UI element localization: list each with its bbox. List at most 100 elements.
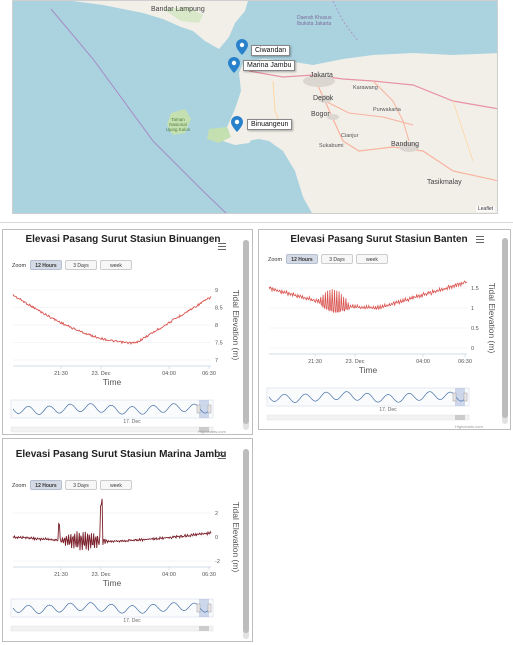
zoom-week-button[interactable]: week	[356, 254, 388, 264]
marker-label-binuangeun[interactable]: Binuangeun	[247, 119, 293, 130]
navigator-handle-left	[196, 404, 201, 414]
x-axis-title: Time	[103, 377, 122, 387]
navigator-box	[10, 598, 214, 618]
menu-icon[interactable]	[218, 243, 226, 250]
y-tick-label: 7.5	[215, 341, 223, 347]
series-line	[268, 280, 468, 314]
navigator-series	[12, 403, 212, 415]
zoom-3-days-button[interactable]: 3 Days	[65, 260, 97, 270]
navigator-series	[268, 391, 468, 403]
menu-icon[interactable]	[476, 236, 484, 243]
zoom-3-days-button[interactable]: 3 Days	[65, 480, 97, 490]
navigator-handle-right	[207, 603, 212, 613]
navigator-scrollbar-thumb	[455, 415, 465, 420]
chart-panel-binuangen: Elevasi Pasang Surut Stasiun Binuangen Z…	[2, 229, 253, 435]
scrollbar-thumb[interactable]	[243, 449, 249, 633]
map-view[interactable]: Bandar Lampung Daerah Khusus Ibukota Jak…	[12, 0, 498, 214]
zoom-week-button[interactable]: week	[100, 480, 132, 490]
zoom-3-days-button[interactable]: 3 Days	[321, 254, 353, 264]
scrollbar[interactable]	[243, 240, 249, 430]
navigator-handle-left	[196, 603, 201, 613]
navigator-series	[12, 602, 212, 614]
y-tick-label: 8	[215, 323, 218, 329]
navigator-scrollbar	[266, 414, 470, 421]
y-tick-label: 8.5	[215, 306, 223, 312]
zoom-label: Zoom	[12, 263, 27, 269]
chart-title: Elevasi Pasang Surut Stasiun Banten	[290, 234, 468, 245]
x-tick-label: 23. Dec	[92, 371, 111, 377]
chart-svg[interactable]: 9 8.5 8 7.5 7 21:30 23. Dec 04:00 06:30 Time Tidal…	[3, 272, 241, 435]
credits-link[interactable]: Highcharts.com	[198, 429, 226, 434]
y-tick-label: -2	[215, 559, 220, 565]
navigator-label: 17. Dec	[123, 419, 141, 425]
menu-icon[interactable]	[218, 452, 226, 459]
zoom-12-hours-button[interactable]: 12 Hours	[286, 254, 318, 264]
zoom-week-button[interactable]: week	[100, 260, 132, 270]
map-label-taman-nasional: Taman Nasional Ujung Kulon	[165, 117, 191, 132]
x-tick-label: 23. Dec	[92, 572, 111, 578]
y-tick-label: 0	[471, 346, 474, 352]
zoom-label: Zoom	[12, 483, 27, 489]
scrollbar[interactable]	[502, 238, 508, 424]
y-tick-label: 9	[215, 288, 218, 294]
map-label-cianjur: Cianjur	[341, 133, 359, 139]
map-label-jakarta: Jakarta	[310, 72, 333, 79]
scrollbar-thumb[interactable]	[243, 240, 249, 424]
navigator-selection	[199, 599, 209, 617]
map-marker-icon[interactable]	[231, 116, 243, 132]
map-label-bogor: Bogor	[311, 111, 330, 118]
chart-panel-marina-jambu: Elevasi Pasang Surut Stasiun Marina Jamb…	[2, 438, 253, 642]
y-tick-label: 1	[471, 306, 474, 312]
map-label-depok: Depok	[313, 95, 334, 102]
y-tick-label: 0.5	[471, 326, 479, 332]
navigator-handle-right	[207, 404, 212, 414]
x-tick-label: 04:00	[416, 359, 430, 365]
map-label-bandar-lampung: Bandar Lampung	[151, 6, 205, 13]
chart-svg[interactable]: 1.5 1 0.5 0 21:30 23. Dec 04:00 06:30 Time Tidal …	[259, 266, 499, 430]
navigator-box	[10, 399, 214, 419]
map-label-purwakarta: Purwakarta	[373, 107, 401, 113]
y-tick-label: 1.5	[471, 286, 479, 292]
x-tick-label: 04:00	[162, 572, 176, 578]
navigator-selection	[199, 400, 209, 418]
y-axis-title: Tidal Elevation (m)	[231, 502, 241, 573]
x-axis-title: Time	[359, 365, 378, 375]
series-line	[12, 294, 212, 346]
y-axis-title: Tidal Elevation (m)	[487, 283, 497, 354]
x-tick-label: 23. Dec	[346, 359, 365, 365]
navigator-scrollbar	[10, 625, 214, 632]
series-line	[12, 498, 212, 551]
scrollbar-thumb[interactable]	[502, 238, 508, 418]
zoom-12-hours-button[interactable]: 12 Hours	[30, 480, 62, 490]
map-marker-icon[interactable]	[228, 57, 240, 73]
navigator-selection	[455, 388, 465, 406]
y-tick-label: 0	[215, 535, 218, 541]
zoom-12-hours-button[interactable]: 12 Hours	[30, 260, 62, 270]
navigator-handle-left	[452, 392, 457, 402]
map-tiles[interactable]	[13, 1, 498, 214]
map-marker-icon[interactable]	[236, 39, 248, 55]
zoom-label: Zoom	[268, 257, 283, 263]
map-label-karawang: Karawang	[353, 85, 378, 91]
chart-title: Elevasi Pasang Surut Stasiun Marina Jamb…	[15, 449, 227, 460]
y-axis-title: Tidal Elevation (m)	[231, 290, 241, 361]
map-label-bandung: Bandung	[391, 141, 420, 148]
marker-label-ciwandan[interactable]: Ciwandan	[251, 45, 291, 56]
chart-svg[interactable]: 2 0 -2 21:30 23. Dec 04:00 06:30 Time Tidal Elev…	[3, 491, 241, 642]
navigator-scrollbar-thumb	[199, 427, 209, 432]
credits-link[interactable]: Highcharts.com	[455, 424, 483, 429]
x-tick-label: 04:00	[162, 371, 176, 377]
scrollbar[interactable]	[243, 449, 249, 639]
chart-panel-banten: Elevasi Pasang Surut Stasiun Banten Zoom…	[258, 229, 511, 430]
navigator-scrollbar	[10, 426, 214, 433]
y-tick-label: 7	[215, 358, 218, 364]
marker-label-marina-jambu[interactable]: Marina Jambu	[243, 60, 296, 71]
navigator-scrollbar-thumb	[199, 626, 209, 631]
map-label-sukabumi: Sukabumi	[319, 143, 344, 149]
leaflet-attribution[interactable]: Leaflet	[475, 206, 495, 212]
x-tick-label: 21:30	[308, 359, 322, 365]
y-tick-label: 2	[215, 511, 218, 517]
chart-title: Elevasi Pasang Surut Stasiun Binuangen	[25, 234, 221, 245]
x-tick-label: 21:30	[54, 572, 68, 578]
map-label-tasikmalaya: Tasikmalay	[427, 179, 462, 186]
